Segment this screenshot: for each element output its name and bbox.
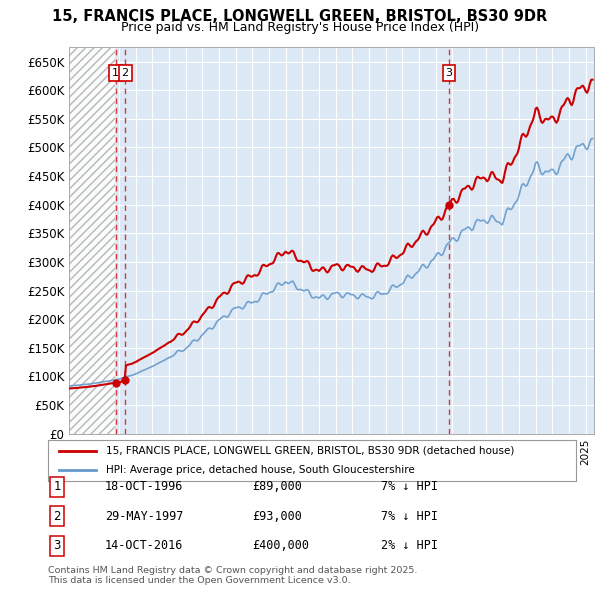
Text: 1: 1 [53, 480, 61, 493]
Text: 3: 3 [445, 68, 452, 78]
Text: £93,000: £93,000 [252, 510, 302, 523]
Text: 1: 1 [112, 68, 119, 78]
Text: 15, FRANCIS PLACE, LONGWELL GREEN, BRISTOL, BS30 9DR (detached house): 15, FRANCIS PLACE, LONGWELL GREEN, BRIST… [106, 445, 514, 455]
Text: HPI: Average price, detached house, South Gloucestershire: HPI: Average price, detached house, Sout… [106, 465, 415, 475]
Text: Price paid vs. HM Land Registry's House Price Index (HPI): Price paid vs. HM Land Registry's House … [121, 21, 479, 34]
Text: 7% ↓ HPI: 7% ↓ HPI [381, 510, 438, 523]
Text: 2% ↓ HPI: 2% ↓ HPI [381, 539, 438, 552]
Text: 14-OCT-2016: 14-OCT-2016 [105, 539, 184, 552]
Text: 2: 2 [122, 68, 129, 78]
Bar [69, 47, 115, 434]
Text: £89,000: £89,000 [252, 480, 302, 493]
Text: 29-MAY-1997: 29-MAY-1997 [105, 510, 184, 523]
Text: Contains HM Land Registry data © Crown copyright and database right 2025.
This d: Contains HM Land Registry data © Crown c… [48, 566, 418, 585]
Text: £400,000: £400,000 [252, 539, 309, 552]
Text: 7% ↓ HPI: 7% ↓ HPI [381, 480, 438, 493]
Text: 2: 2 [53, 510, 61, 523]
Text: 15, FRANCIS PLACE, LONGWELL GREEN, BRISTOL, BS30 9DR: 15, FRANCIS PLACE, LONGWELL GREEN, BRIST… [52, 9, 548, 24]
Text: 3: 3 [53, 539, 61, 552]
Text: 18-OCT-1996: 18-OCT-1996 [105, 480, 184, 493]
